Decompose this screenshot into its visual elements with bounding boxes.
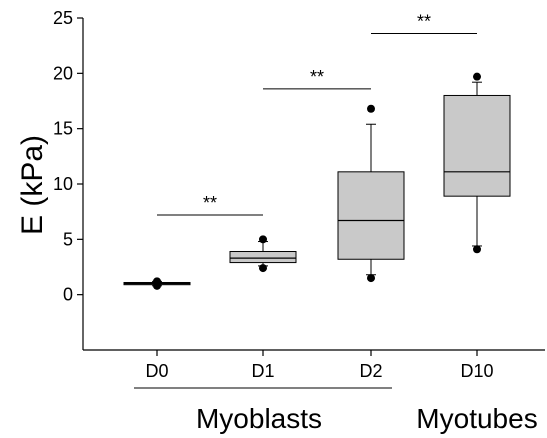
box-D1 [229, 251, 297, 264]
y-tick-label: 5 [63, 229, 73, 249]
y-tick-label: 10 [53, 174, 73, 194]
plot-layer: 0 5 10 15 20 25 D0 D1 D2 D10 ** ** ** Myoblasts Myotub… [53, 8, 545, 434]
box-D10 [443, 94, 511, 197]
y-axis-label: E (kPa) [16, 135, 49, 235]
x-tick-label: D1 [251, 361, 274, 381]
outlier-point [473, 245, 481, 254]
x-tick-label: D0 [145, 361, 168, 381]
significance-label: ** [310, 67, 324, 87]
outlier-point [259, 235, 267, 244]
x-tick-label: D10 [460, 361, 493, 381]
x-tick-label: D2 [359, 361, 382, 381]
group-label: Myoblasts [196, 403, 322, 434]
y-tick-label: 0 [63, 285, 73, 305]
outlier-point [153, 277, 161, 286]
outlier-point [259, 264, 267, 273]
y-tick-label: 25 [53, 8, 73, 28]
y-tick-label: 15 [53, 119, 73, 139]
group-label: Myotubes [416, 403, 537, 434]
significance-label: ** [203, 193, 217, 213]
outlier-point [473, 72, 481, 81]
box-D2 [337, 171, 405, 260]
significance-label: ** [417, 11, 431, 31]
outlier-point [367, 104, 375, 113]
y-tick-label: 20 [53, 63, 73, 83]
outlier-point [367, 274, 375, 283]
